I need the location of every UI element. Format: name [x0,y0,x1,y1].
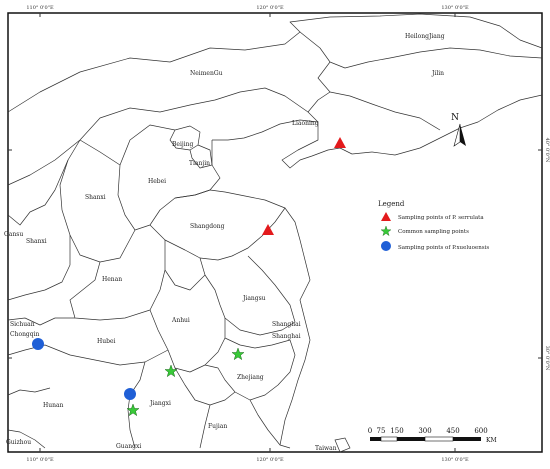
scale-segment-1 [370,437,381,441]
province-label-shanghai-2: Shanghai [272,333,301,340]
north-arrow: N [451,113,466,147]
scale-tick-0: 0 [368,427,372,435]
scale-tick-75: 75 [377,427,386,435]
lon-label-bottom-130: 130° 0'0"E [441,457,469,463]
legend-label-triangle: Sampling points of P. serrulata [398,215,484,221]
province-label-heilongjiang: HeilongJiang [405,33,445,40]
province-label-guizhou: Guizhou [6,439,31,446]
province-label-henan: Henan [102,276,122,283]
legend: Legend Sampling points of P. serrulata C… [378,200,489,251]
lon-label-top-130: 130° 0'0"E [441,5,469,11]
province-label-shanghai-1: Shanghai [272,321,301,328]
north-arrow-dark-half [460,124,466,146]
province-label-shanxi: Shanxi [85,194,106,201]
sampling-markers [32,137,346,417]
lon-label-bottom-110: 110° 0'0"E [26,457,54,463]
triangle-marker-shandong [262,224,274,235]
province-labels: HeilongJiang Jilin NeimenGu Liaoning Bei… [4,33,445,452]
scale-tick-150: 150 [390,427,403,435]
map-border [7,12,543,453]
star-marker-zhejiang [231,347,245,361]
scale-tick-450: 450 [446,427,459,435]
province-label-hunan: Hunan [43,402,64,409]
province-boundaries [7,13,543,449]
scale-bar: 0 75 150 300 450 600 KM [368,427,497,444]
province-label-hebei: Hebei [148,178,166,185]
province-label-taiwan: Taiwan [315,445,337,452]
province-label-shangdong: Shangdong [190,223,225,230]
north-arrow-label: N [451,113,459,123]
lon-label-top-110: 110° 0'0"E [26,5,54,11]
province-label-gansu: Gansu [4,231,23,238]
province-label-shaanxi: Shanxi [26,238,47,245]
scale-tick-300: 300 [418,427,431,435]
graticule-ticks [8,13,542,452]
province-label-sichuan: Sichuan [10,321,35,328]
legend-star-icon [380,225,392,237]
province-label-guangxi: Guangxi [116,443,141,450]
legend-title: Legend [378,200,405,208]
legend-triangle-icon [381,212,391,221]
scale-segment-2 [380,436,398,442]
scale-unit: KM [486,437,497,444]
legend-label-star: Common sampling points [398,229,469,235]
circle-marker-hunan [124,388,136,400]
circle-marker-chongqin [32,338,44,350]
province-label-jiangxi: Jiangxi [149,400,171,407]
province-label-jiangsu: Jiangsu [242,295,266,302]
province-label-liaoning: Liaoning [292,120,319,127]
graticule-labels: 110° 0'0"E 120° 0'0"E 130° 0'0"E 110° 0'… [26,5,550,463]
province-label-beijing: Beijing [172,141,194,148]
province-label-chongqin: Chongqin [10,331,40,338]
lat-label-30: 30° 0'0"N [544,346,550,371]
province-label-anhui: Anhui [171,317,190,324]
province-label-jilin: Jilin [431,70,444,77]
province-label-hubei: Hubei [97,338,115,345]
north-arrow-light-half [453,123,461,147]
province-label-zhejiang: Zhejiang [237,374,264,381]
province-label-tianjin: Tianjin [189,160,210,167]
star-marker-jiangxi-north [164,364,178,378]
lon-label-top-120: 120° 0'0"E [256,5,284,11]
taiwan-island [334,437,351,453]
scale-tick-600: 600 [474,427,487,435]
lat-label-40: 40° 0'0"N [544,138,550,163]
province-label-neimengu: NeimenGu [190,70,223,77]
scale-segment-4 [424,436,454,442]
scale-bar-ticks: 0 75 150 300 450 600 [368,427,488,435]
legend-circle-icon [381,241,391,251]
star-marker-jiangxi-south [126,403,140,417]
legend-label-circle: Sampling points of P.xueluoensis [398,245,489,251]
scale-segment-5 [453,437,481,441]
scale-segment-3 [397,437,425,441]
triangle-marker-liaoning [334,137,346,148]
province-label-fujian: Fujian [208,423,227,430]
lon-label-bottom-120: 120° 0'0"E [256,457,284,463]
